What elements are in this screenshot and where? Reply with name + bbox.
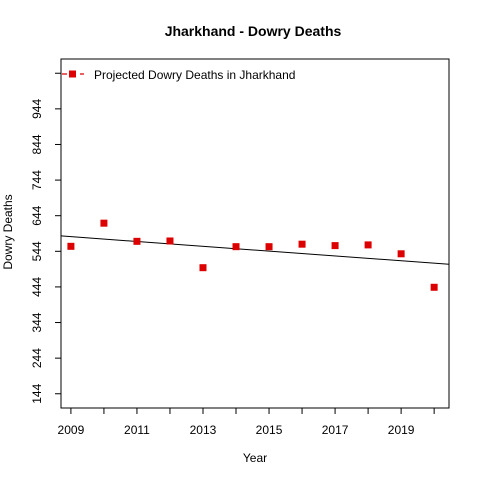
- y-tick-label-244: 244: [30, 348, 44, 368]
- trendline-layer: [60, 235, 450, 265]
- y-tick-label-344: 344: [30, 312, 44, 332]
- y-axis: 144 244 344 444 544 644 744 844 944: [30, 72, 61, 404]
- y-tick-label-644: 644: [30, 205, 44, 225]
- data-point-2011: [133, 237, 141, 245]
- data-point-2012: [166, 237, 174, 245]
- data-point-2009: [67, 242, 75, 250]
- x-tick-label-2015: 2015: [256, 423, 283, 437]
- trendline: [60, 235, 450, 265]
- y-tick-label-544: 544: [30, 241, 44, 261]
- points-layer: [67, 219, 438, 291]
- data-point-2015: [265, 243, 273, 251]
- y-tick-label-744: 744: [30, 170, 44, 190]
- x-tick-label-2013: 2013: [190, 423, 217, 437]
- data-point-2010: [100, 219, 108, 227]
- x-axis: 2009 2011 2013 2015 2017 2019: [58, 408, 435, 437]
- data-point-2017: [331, 242, 339, 250]
- chart-title: Jharkhand - Dowry Deaths: [165, 23, 342, 39]
- data-point-2018: [364, 241, 372, 249]
- legend-label: Projected Dowry Deaths in Jharkhand: [94, 68, 295, 82]
- y-axis-label: Dowry Deaths: [1, 194, 15, 269]
- y-tick-label-144: 144: [30, 383, 44, 403]
- x-tick-label-2009: 2009: [58, 423, 85, 437]
- x-tick-label-2017: 2017: [322, 423, 349, 437]
- legend: Projected Dowry Deaths in Jharkhand: [62, 68, 295, 82]
- data-point-2014: [232, 243, 240, 251]
- legend-marker: [69, 70, 76, 78]
- data-point-2016: [298, 240, 306, 248]
- x-tick-label-2019: 2019: [388, 423, 415, 437]
- data-point-2019: [397, 250, 405, 258]
- y-tick-label-944: 944: [30, 99, 44, 119]
- plot-frame: [60, 58, 450, 409]
- data-point-2013: [199, 264, 207, 272]
- y-tick-label-444: 444: [30, 277, 44, 297]
- x-axis-label: Year: [243, 451, 267, 465]
- data-point-2020: [430, 283, 438, 291]
- x-tick-label-2011: 2011: [124, 423, 150, 437]
- y-tick-label-844: 844: [30, 134, 44, 154]
